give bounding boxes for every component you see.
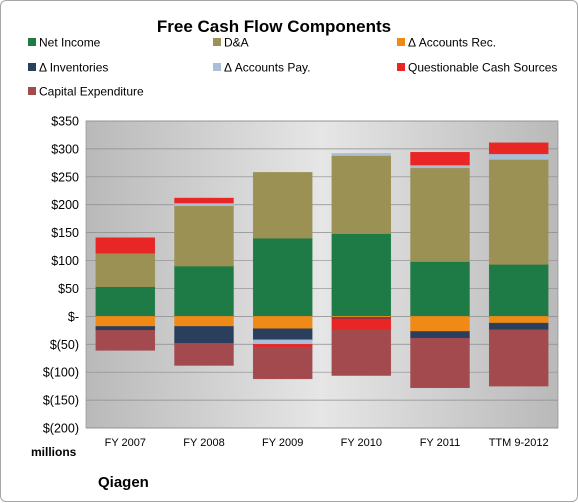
units-label: millions	[31, 445, 77, 459]
x-axis: FY 2007 FY 2008 FY 2009 FY 2010 FY 2011 TTM 9…	[105, 437, 549, 449]
bar-net-income	[331, 233, 392, 317]
bar-danda	[252, 172, 313, 239]
bar-delta-inventories	[410, 331, 470, 339]
bar-delta-accounts-pay	[331, 153, 392, 156]
bar-delta-accounts-pay	[174, 202, 234, 207]
bar-delta-inventories	[488, 322, 549, 330]
y-tick-label: $50	[58, 282, 79, 296]
legend-swatch	[28, 63, 36, 71]
bar-questionable-cash-sources	[410, 152, 470, 166]
legend-label: Capital Expenditure	[39, 85, 144, 99]
bar-delta-accounts-rec	[95, 316, 156, 327]
bar-questionable-cash-sources	[488, 142, 549, 155]
legend-item-net-income: Net Income	[28, 36, 101, 50]
bars	[95, 142, 549, 389]
x-tick-label: FY 2008	[183, 437, 224, 449]
legend-label: Δ Inventories	[39, 61, 108, 75]
y-tick-label: $350	[51, 115, 79, 129]
bar-delta-inventories	[252, 328, 313, 341]
y-tick-label: $250	[51, 170, 79, 184]
bar-capital-expenditure	[95, 330, 156, 351]
legend-label: Δ Accounts Pay.	[224, 61, 311, 75]
y-tick-label: $100	[51, 254, 79, 268]
legend-swatch	[28, 38, 36, 46]
bar-questionable-cash-sources	[252, 344, 313, 348]
legend-label: Net Income	[39, 36, 101, 50]
bar-capital-expenditure	[174, 342, 234, 366]
y-axis: $350 $300 $250 $200 $150 $100 $50 $- $(50) $(100)…	[43, 115, 79, 436]
bar-delta-accounts-rec	[252, 316, 313, 329]
legend-item-delta-inventories: Δ Inventories	[28, 61, 108, 75]
bar-delta-accounts-rec	[410, 316, 470, 332]
bar-delta-accounts-pay	[410, 164, 470, 169]
company-name: Qiagen	[98, 474, 149, 491]
bar-net-income	[95, 286, 156, 317]
y-tick-label: $200	[51, 198, 79, 212]
bar-questionable-cash-sources	[331, 318, 392, 330]
y-tick-label: $150	[51, 226, 79, 240]
gridlines	[86, 120, 558, 429]
bar-delta-accounts-pay	[252, 339, 313, 345]
bar-delta-inventories	[174, 326, 234, 344]
bar-capital-expenditure	[488, 329, 549, 387]
plot-area	[85, 120, 559, 429]
legend: Net Income D&A Δ Accounts Rec. Δ Inventorie…	[28, 36, 557, 99]
bar-net-income	[410, 261, 470, 317]
bar-delta-accounts-rec	[488, 316, 549, 324]
legend-swatch	[213, 38, 221, 46]
x-tick-label: TTM 9-2012	[489, 437, 549, 449]
x-tick-label: FY 2007	[105, 437, 146, 449]
bar-questionable-cash-sources	[174, 197, 234, 204]
legend-swatch	[213, 63, 221, 71]
bar-capital-expenditure	[252, 346, 313, 380]
bar-capital-expenditure	[331, 329, 392, 376]
y-tick-label: $(100)	[43, 366, 79, 380]
legend-swatch	[28, 87, 36, 95]
y-tick-label: $-	[68, 310, 79, 324]
bar-danda	[95, 253, 156, 287]
chart-title: Free Cash Flow Components	[157, 17, 391, 36]
legend-label: D&A	[224, 36, 249, 50]
y-tick-label: $(50)	[50, 338, 79, 352]
legend-label: Δ Accounts Rec.	[408, 36, 496, 50]
bar-delta-accounts-pay	[488, 153, 549, 160]
x-tick-label: FY 2010	[341, 437, 382, 449]
bar-net-income	[488, 264, 549, 317]
legend-item-capital-expenditure: Capital Expenditure	[28, 85, 144, 99]
y-tick-label: $(200)	[43, 422, 79, 436]
bar-danda	[174, 205, 234, 267]
legend-item-delta-accounts-rec: Δ Accounts Rec.	[397, 36, 496, 50]
bar-capital-expenditure	[410, 337, 470, 389]
legend-item-danda: D&A	[213, 36, 249, 50]
bar-net-income	[174, 265, 234, 317]
bar-danda	[488, 159, 549, 265]
bar-delta-accounts-rec	[174, 316, 234, 327]
bar-danda	[331, 155, 392, 234]
bar-questionable-cash-sources	[95, 237, 156, 254]
x-tick-label: FY 2011	[420, 437, 461, 449]
x-tick-label: FY 2009	[262, 437, 303, 449]
legend-item-delta-accounts-pay: Δ Accounts Pay.	[213, 61, 311, 75]
legend-item-questionable-cash-sources: Questionable Cash Sources	[397, 61, 557, 75]
y-tick-label: $(150)	[43, 394, 79, 408]
legend-label: Questionable Cash Sources	[408, 61, 557, 75]
y-tick-label: $300	[51, 142, 79, 156]
legend-swatch	[397, 63, 405, 71]
bar-danda	[410, 167, 470, 262]
legend-swatch	[397, 38, 405, 46]
bar-delta-inventories	[95, 326, 156, 331]
bar-net-income	[252, 238, 313, 317]
